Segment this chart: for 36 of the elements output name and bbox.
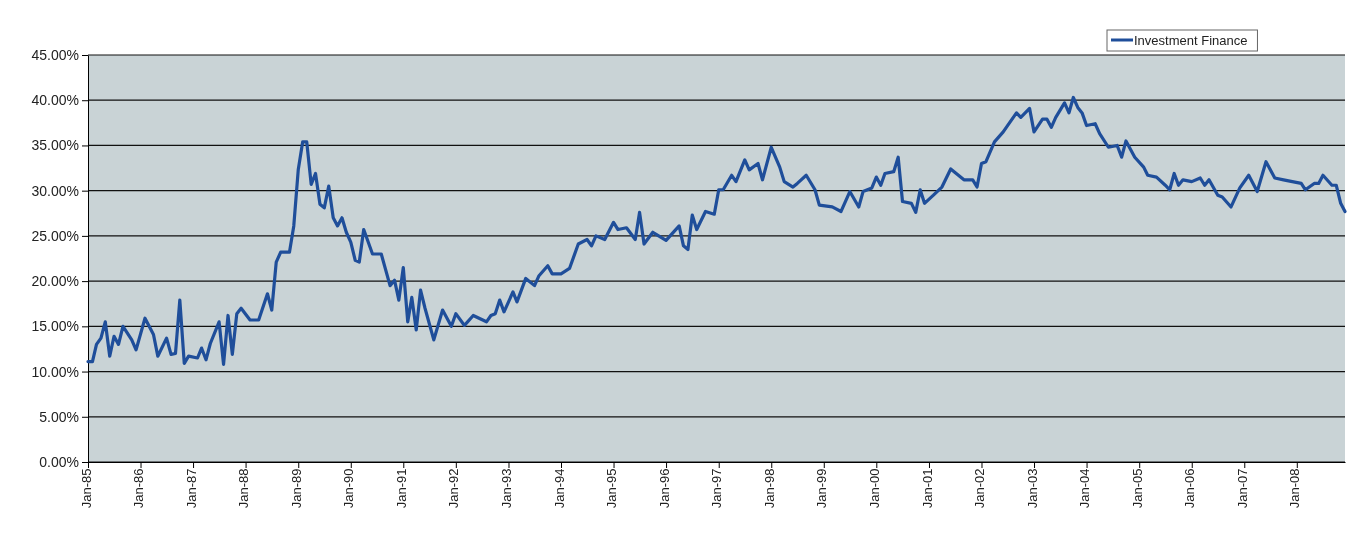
x-tick-label: Jan-92 [446,468,462,509]
y-tick-label: 40.00% [31,92,79,109]
x-tick-label: Jan-07 [1234,468,1250,509]
x-tick-label: Jan-93 [499,468,515,509]
x-tick-label: Jan-04 [1077,468,1093,509]
x-tick-label: Jan-88 [236,468,252,509]
x-tick-label: Jan-02 [972,468,988,509]
y-tick-label: 35.00% [31,137,79,154]
y-tick-label: 45.00% [31,46,79,63]
x-tick-label: Jan-97 [709,468,725,509]
x-tick-label: Jan-96 [656,468,672,509]
x-tick-label: Jan-85 [78,468,94,509]
x-tick-label: Jan-91 [393,468,409,509]
x-tick-label: Jan-90 [341,468,357,509]
x-tick-label: Jan-86 [131,468,147,509]
x-tick-label: Jan-08 [1287,468,1303,509]
y-tick-label: 10.00% [31,363,79,380]
y-tick-label: 5.00% [39,408,79,425]
x-tick-label: Jan-89 [288,468,304,509]
legend-label: Investment Finance [1134,33,1248,48]
x-tick-label: Jan-05 [1129,468,1145,509]
line-series [86,95,1347,366]
y-tick-label: 0.00% [39,453,79,470]
x-tick-label: Jan-01 [919,468,935,509]
x-tick-label: Jan-00 [866,468,882,509]
y-tick-label: 20.00% [31,273,79,290]
x-tick-label: Jan-95 [604,468,620,509]
y-tick-label: 25.00% [31,227,79,244]
y-tick-label: 30.00% [31,182,79,199]
x-tick-label: Jan-06 [1182,468,1198,509]
x-tick-label: Jan-94 [551,468,567,509]
x-tick-label: Jan-87 [183,468,199,509]
x-tick-label: Jan-98 [761,468,777,509]
x-tick-label: Jan-99 [814,468,830,509]
x-tick-label: Jan-03 [1024,468,1040,509]
y-tick-label: 15.00% [31,318,79,335]
